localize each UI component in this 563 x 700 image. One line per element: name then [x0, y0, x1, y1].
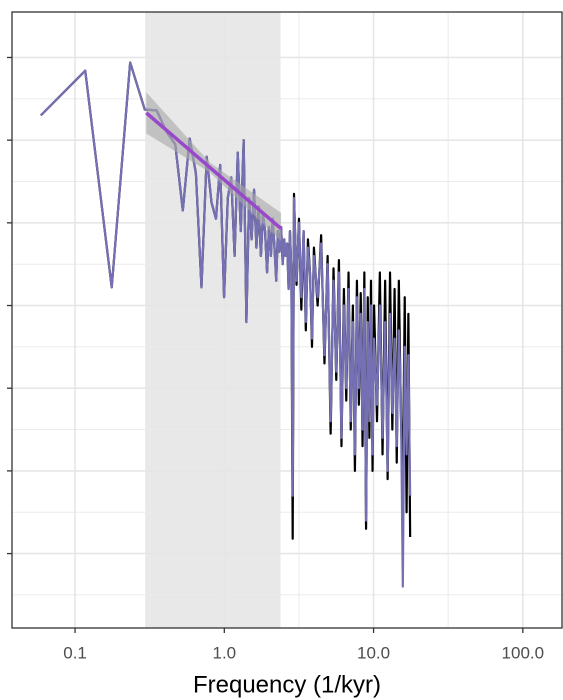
series-line — [40, 61, 412, 588]
x-tick-label: 10.0 — [357, 643, 390, 662]
plot-background — [12, 12, 562, 628]
plot-border — [11, 11, 563, 629]
x-tick-label: 0.1 — [63, 643, 87, 662]
shaded-band — [145, 12, 281, 628]
trend-line — [145, 111, 283, 230]
x-axis-title: Frequency (1/kyr) — [193, 671, 381, 698]
trend-ribbon — [146, 92, 282, 242]
x-tick-label: 100.0 — [502, 643, 545, 662]
x-tick-label: 1.0 — [212, 643, 236, 662]
